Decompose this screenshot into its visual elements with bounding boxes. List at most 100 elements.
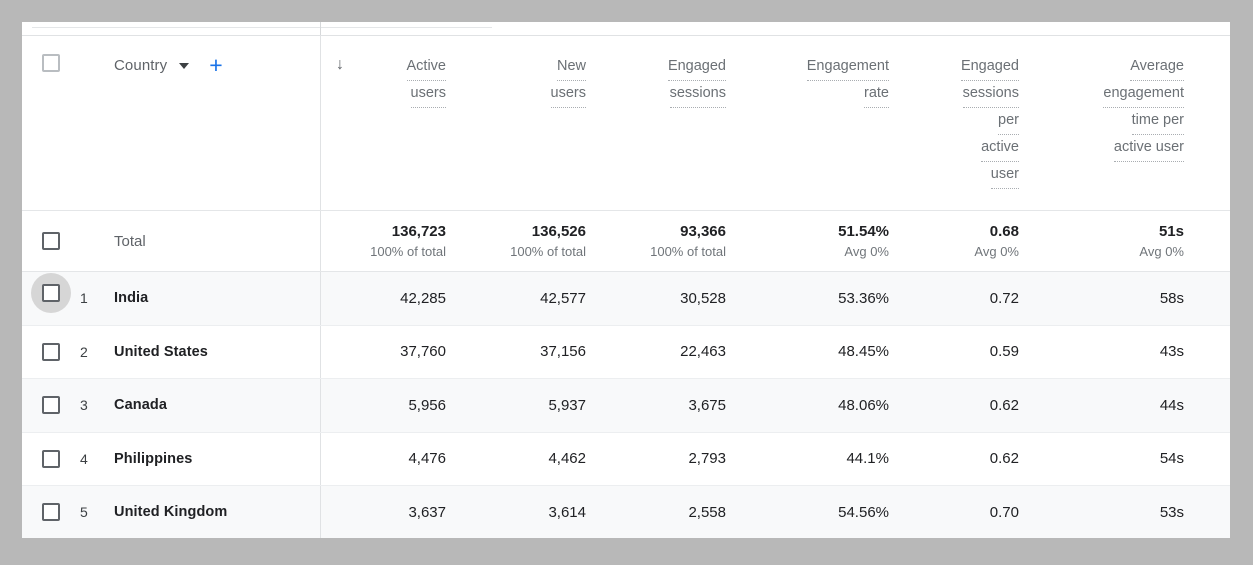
metric-header-line: active [981, 135, 1019, 162]
arrow-down-icon[interactable]: ↓ [336, 56, 344, 73]
dimension-selector[interactable]: Country + [80, 54, 223, 77]
row-checkbox-cell[interactable] [22, 396, 80, 415]
metric-header-line: New [556, 54, 586, 81]
row-checkbox[interactable] [42, 283, 60, 302]
total-label: Total [114, 232, 146, 250]
metric-header-line: per [998, 108, 1019, 135]
row-dimension-cell: 1 India [22, 272, 320, 325]
row-rank: 3 [80, 397, 88, 414]
row-cell: 54.56% [838, 503, 889, 521]
dimension-header-cell: Country + [22, 36, 320, 210]
total-value: 93,366 [680, 222, 726, 240]
total-checkbox[interactable] [42, 232, 60, 250]
total-subtext: Avg 0% [974, 243, 1019, 259]
total-subtext: 100% of total [510, 243, 586, 259]
row-checkbox[interactable] [42, 449, 60, 468]
dimension-metric-divider [320, 36, 321, 210]
table-row[interactable]: 2 United States 37,760 37,156 22,463 48.… [22, 325, 1230, 379]
table-header-row: Country + ↓ Active users New users [22, 36, 1230, 211]
row-metric-cells: 3,637 3,614 2,558 54.56% 0.70 53s [320, 486, 1230, 538]
dimension-metric-divider [320, 211, 321, 271]
table-row[interactable]: 5 United Kingdom 3,637 3,614 2,558 54.56… [22, 486, 1230, 538]
row-checkbox[interactable] [42, 503, 60, 522]
total-cell: 51s Avg 0% [1041, 211, 1206, 271]
metric-header-active-users[interactable]: ↓ Active users [320, 54, 468, 108]
metric-header-line: Engagement [806, 54, 889, 81]
metric-header-line: sessions [669, 81, 726, 108]
select-all-checkbox-cell[interactable] [22, 54, 80, 72]
metric-header-line: Engaged [960, 54, 1019, 81]
dimension-metric-divider [320, 432, 321, 485]
row-cell: 54s [1159, 450, 1184, 468]
metric-header-engaged-sessions[interactable]: Engaged sessions [608, 54, 748, 108]
row-cell: 2,558 [688, 503, 726, 521]
report-panel: Country + ↓ Active users New users [22, 22, 1230, 538]
data-table: Country + ↓ Active users New users [22, 36, 1230, 538]
row-cell: 42,577 [540, 289, 586, 307]
metric-header-line: active user [1113, 135, 1184, 162]
dimension-metric-divider [320, 272, 321, 325]
row-country[interactable]: United States [114, 343, 208, 360]
row-cell: 4,462 [548, 450, 586, 468]
row-metric-cells: 42,285 42,577 30,528 53.36% 0.72 58s [320, 272, 1230, 325]
total-cell: 136,526 100% of total [468, 211, 608, 271]
table-row[interactable]: 1 India 42,285 42,577 30,528 53.36% 0.72… [22, 272, 1230, 326]
total-subtext: Avg 0% [844, 243, 889, 259]
total-cell: 93,366 100% of total [608, 211, 748, 271]
metric-header-line: engagement [1103, 81, 1184, 108]
row-cell: 22,463 [680, 343, 726, 361]
row-cell: 5,956 [408, 396, 446, 414]
row-cell: 37,760 [400, 343, 446, 361]
total-subtext: 100% of total [650, 243, 726, 259]
row-cell: 53.36% [838, 289, 889, 307]
select-all-checkbox[interactable] [42, 54, 60, 72]
row-cell: 3,637 [408, 503, 446, 521]
row-cell: 0.62 [989, 396, 1019, 414]
row-checkbox[interactable] [42, 396, 60, 415]
row-rank: 1 [80, 290, 88, 307]
row-dimension-cell: 2 United States [22, 326, 320, 379]
table-row[interactable]: 3 Canada 5,956 5,937 3,675 48.06% 0.62 4… [22, 379, 1230, 433]
dimension-label[interactable]: Country [114, 57, 168, 74]
dimension-metric-divider [320, 325, 321, 378]
row-cell: 0.72 [989, 289, 1019, 307]
metric-header-engaged-sessions-per-active-user[interactable]: Engaged sessions per active user [911, 54, 1041, 189]
metric-header-line: rate [864, 81, 889, 108]
row-cell: 58s [1159, 289, 1184, 307]
total-checkbox-cell[interactable] [22, 232, 80, 250]
row-country[interactable]: Philippines [114, 450, 193, 467]
row-dimension-cell: 4 Philippines [22, 433, 320, 486]
row-cell: 2,793 [688, 450, 726, 468]
dimension-metric-divider [320, 379, 321, 432]
total-subtext: 100% of total [370, 243, 446, 259]
total-value: 0.68 [989, 222, 1019, 240]
row-checkbox[interactable] [42, 342, 60, 361]
total-value: 51.54% [838, 222, 889, 240]
row-metric-cells: 5,956 5,937 3,675 48.06% 0.62 44s [320, 379, 1230, 432]
row-country[interactable]: United Kingdom [114, 504, 228, 521]
row-rank: 2 [80, 343, 88, 360]
row-checkbox-cell[interactable] [22, 342, 80, 361]
row-metric-cells: 37,760 37,156 22,463 48.45% 0.59 43s [320, 326, 1230, 379]
total-dimension-cell: Total [22, 211, 320, 271]
row-dimension-cell: 5 United Kingdom [22, 486, 320, 538]
row-cell: 5,937 [548, 396, 586, 414]
top-column-divider [320, 22, 321, 36]
checkbox-hover-ripple[interactable] [31, 272, 71, 313]
total-value: 51s [1158, 222, 1184, 240]
row-country[interactable]: India [114, 290, 149, 307]
row-checkbox-cell[interactable] [22, 272, 80, 313]
row-checkbox-cell[interactable] [22, 503, 80, 522]
row-country[interactable]: Canada [114, 397, 167, 414]
table-row[interactable]: 4 Philippines 4,476 4,462 2,793 44.1% 0.… [22, 432, 1230, 486]
metric-header-engagement-rate[interactable]: Engagement rate [748, 54, 911, 108]
total-value: 136,526 [531, 222, 586, 240]
metric-header-new-users[interactable]: New users [468, 54, 608, 108]
row-dimension-cell: 3 Canada [22, 379, 320, 432]
metric-header-line: sessions [962, 81, 1019, 108]
chevron-down-icon[interactable] [179, 62, 190, 69]
plus-icon[interactable]: + [209, 52, 223, 78]
metric-header-average-engagement-time-per-active-user[interactable]: Average engagement time per active user [1041, 54, 1206, 162]
row-checkbox-cell[interactable] [22, 449, 80, 468]
